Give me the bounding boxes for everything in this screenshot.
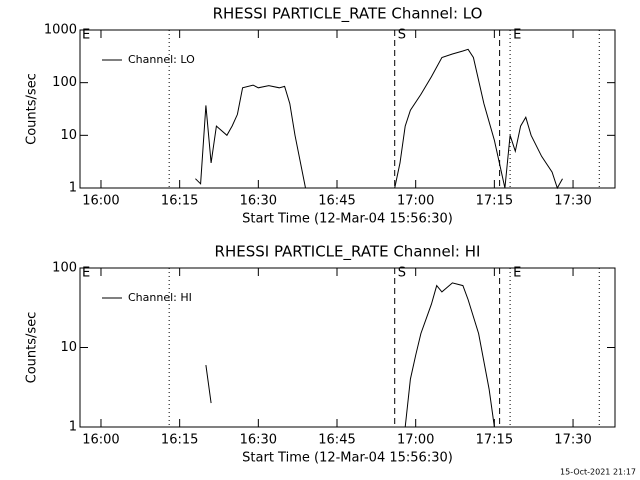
y-tick-label: 100 xyxy=(52,261,77,276)
marker-label: S xyxy=(398,266,406,281)
x-tick-label: 16:00 xyxy=(82,433,119,448)
y-tick-label: 10 xyxy=(60,340,77,355)
data-line xyxy=(205,282,495,428)
chart-title: RHESSI PARTICLE_RATE Channel: HI xyxy=(215,243,481,262)
y-axis-label: Counts/sec xyxy=(25,312,40,384)
x-tick-label: 16:15 xyxy=(161,194,198,209)
x-tick-label: 17:00 xyxy=(397,433,434,448)
y-tick-label: 1 xyxy=(69,181,77,196)
x-tick-label: 16:15 xyxy=(161,433,198,448)
marker-label: E xyxy=(513,28,521,43)
marker-label: S xyxy=(398,28,406,43)
x-axis-label: Start Time (12-Mar-04 15:56:30) xyxy=(242,212,453,227)
legend-label: Channel: LO xyxy=(128,53,195,66)
y-tick-label: 1000 xyxy=(44,23,77,38)
x-tick-label: 17:00 xyxy=(397,194,434,209)
y-axis-label: Counts/sec xyxy=(25,73,40,145)
x-tick-label: 17:15 xyxy=(476,194,513,209)
x-tick-label: 17:30 xyxy=(554,194,591,209)
plot-frame xyxy=(79,29,616,189)
annotation: E xyxy=(82,28,90,43)
x-tick-label: 16:30 xyxy=(240,433,277,448)
x-tick-label: 16:00 xyxy=(82,194,119,209)
y-tick-label: 10 xyxy=(60,128,77,143)
annotation: E xyxy=(82,266,90,281)
x-tick-label: 16:30 xyxy=(240,194,277,209)
x-tick-label: 17:30 xyxy=(554,433,591,448)
marker-label: E xyxy=(513,266,521,281)
legend-label: Channel: HI xyxy=(128,291,192,304)
footer: 15-Oct-2021 21:17 xyxy=(560,468,636,477)
x-tick-label: 16:45 xyxy=(318,433,355,448)
y-tick-label: 1 xyxy=(69,420,77,435)
data-line xyxy=(195,48,563,190)
x-axis-label: Start Time (12-Mar-04 15:56:30) xyxy=(242,451,453,466)
x-tick-label: 16:45 xyxy=(318,194,355,209)
x-tick-label: 17:15 xyxy=(476,433,513,448)
chart-title: RHESSI PARTICLE_RATE Channel: LO xyxy=(213,5,483,24)
y-tick-label: 100 xyxy=(52,75,77,90)
